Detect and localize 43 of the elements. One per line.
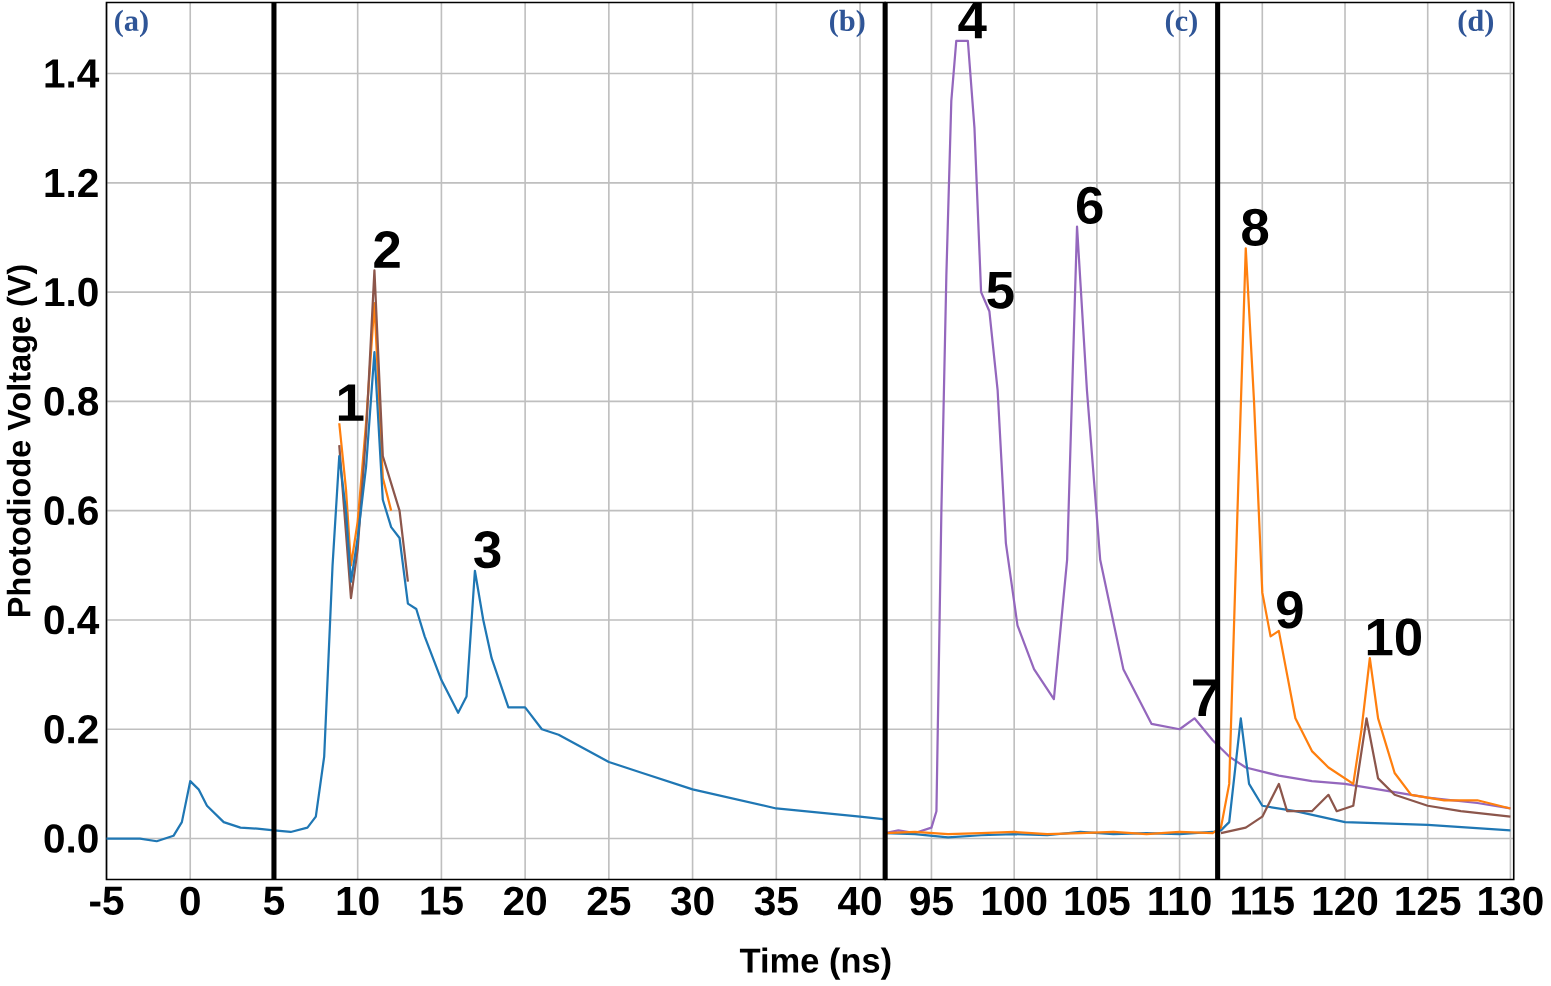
x-tick-label: 30 — [670, 886, 714, 916]
y-tick-label: 0.8 — [44, 386, 99, 416]
x-tick-label: 10 — [337, 886, 379, 916]
annotation: 4 — [958, 1, 987, 39]
y-tick-label: 0.4 — [44, 605, 100, 635]
x-tick-label: 20 — [503, 886, 547, 916]
x-tick-label: 115 — [1232, 886, 1294, 915]
x-tick-label: 25 — [587, 886, 631, 916]
x-tick-label: 125 — [1396, 886, 1461, 916]
annotation: 3 — [474, 530, 501, 569]
x-tick-label: 120 — [1313, 886, 1378, 916]
x-tick-label: -5 — [90, 886, 124, 915]
annotation: 6 — [1076, 186, 1103, 224]
x-tick-label: 100 — [982, 886, 1047, 916]
annotation: 9 — [1277, 590, 1303, 629]
x-tick-label: 130 — [1479, 886, 1543, 916]
x-tick-label: 5 — [263, 886, 285, 915]
annotation: 8 — [1242, 208, 1269, 246]
x-tick-label: 40 — [838, 886, 881, 916]
annotation: 1 — [338, 384, 364, 421]
annotation: (c) — [1165, 9, 1197, 38]
annotation: 2 — [374, 230, 400, 268]
annotation: (d) — [1458, 9, 1494, 38]
line-series — [338, 268, 410, 600]
y-tick-label: 1.0 — [45, 277, 98, 307]
annotation: (a) — [115, 9, 148, 38]
y-tick-label: 0.6 — [44, 496, 98, 525]
x-tick-label: 0 — [180, 886, 200, 916]
annotation: 10 — [1367, 618, 1421, 656]
y-tick-label: 1.2 — [45, 168, 98, 197]
x-tick-label: 35 — [754, 886, 798, 916]
annotation: (b) — [829, 9, 865, 38]
y-tick-label: 0.2 — [44, 714, 98, 744]
annotation: 5 — [987, 271, 1014, 309]
line-series — [338, 301, 393, 567]
x-tick-label: 110 — [1149, 886, 1211, 916]
x-tick-label: 105 — [1065, 886, 1130, 916]
x-tick-label: 95 — [910, 886, 953, 916]
y-tick-label: 1.4 — [45, 59, 100, 88]
y-axis-title: Photodiode Voltage (V) — [6, 265, 38, 616]
y-tick-label: 0.0 — [44, 824, 98, 853]
x-tick-label: 15 — [421, 886, 463, 915]
x-axis-title: Time (ns) — [739, 947, 891, 980]
